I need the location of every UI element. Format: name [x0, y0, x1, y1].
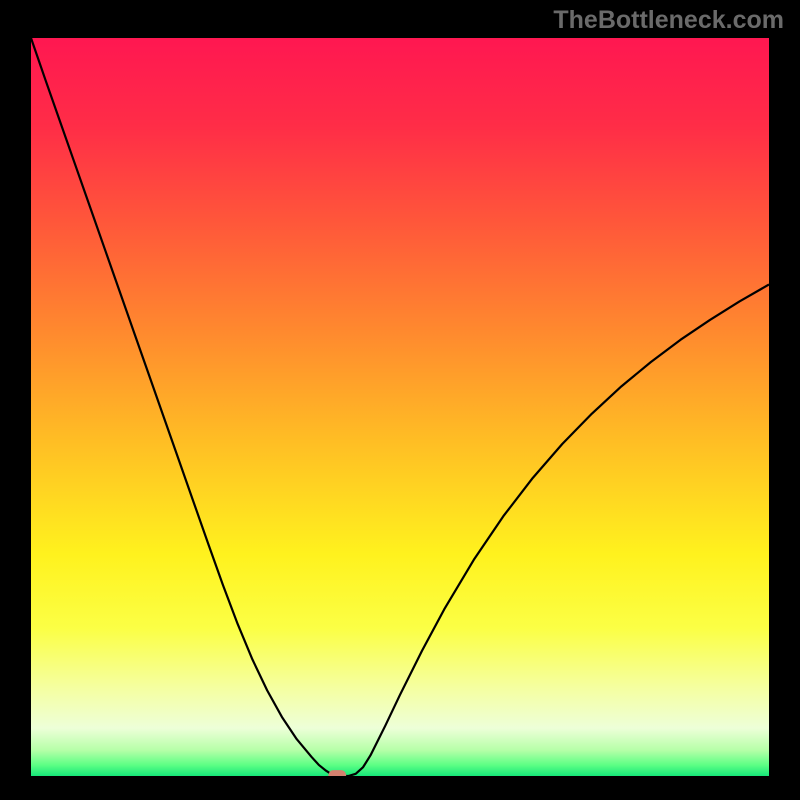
plot-area: [31, 38, 769, 776]
gradient-background: [31, 38, 769, 776]
plot-svg: [31, 38, 769, 776]
optimal-point-marker: [328, 770, 346, 776]
chart-container: TheBottleneck.com: [0, 0, 800, 800]
watermark-text: TheBottleneck.com: [553, 6, 784, 35]
